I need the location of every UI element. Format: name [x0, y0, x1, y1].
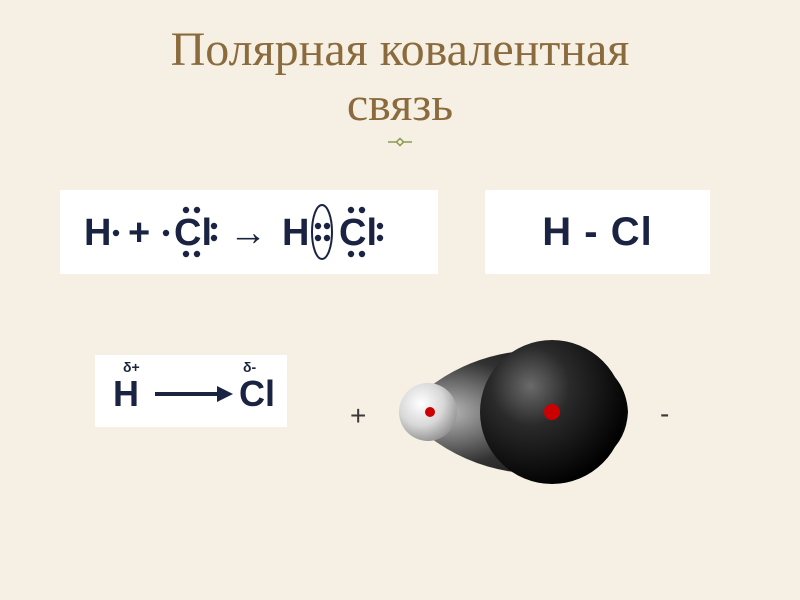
- title-line1: Полярная ковалентная: [0, 22, 800, 77]
- delta-plus-label: δ+: [123, 359, 140, 375]
- svg-text:Cl: Cl: [239, 373, 275, 414]
- title-decoration-icon: [388, 135, 412, 149]
- charge-minus: -: [660, 398, 669, 430]
- svg-text:Cl: Cl: [339, 212, 377, 254]
- bond-formula-text: H - Cl: [542, 210, 652, 255]
- svg-text:+: +: [128, 212, 150, 254]
- molecule-model: [380, 330, 650, 490]
- svg-text:H: H: [84, 212, 111, 254]
- dipole-box: δ+ δ- H Cl: [95, 355, 287, 427]
- delta-minus-label: δ-: [243, 359, 256, 375]
- svg-text:Cl: Cl: [174, 212, 212, 254]
- slide-title: Полярная ковалентная связь: [0, 0, 800, 132]
- lewis-reaction-box: H + Cl → H Cl: [60, 190, 438, 274]
- svg-text:H: H: [113, 373, 139, 414]
- svg-text:→: →: [229, 212, 267, 254]
- molecule-svg: [380, 330, 650, 490]
- lewis-reaction-svg: H + Cl → H Cl: [64, 197, 434, 267]
- bond-formula-box: H - Cl: [485, 190, 710, 274]
- charge-plus: +: [350, 400, 366, 432]
- svg-text:H: H: [282, 212, 309, 254]
- title-line2: связь: [0, 77, 800, 132]
